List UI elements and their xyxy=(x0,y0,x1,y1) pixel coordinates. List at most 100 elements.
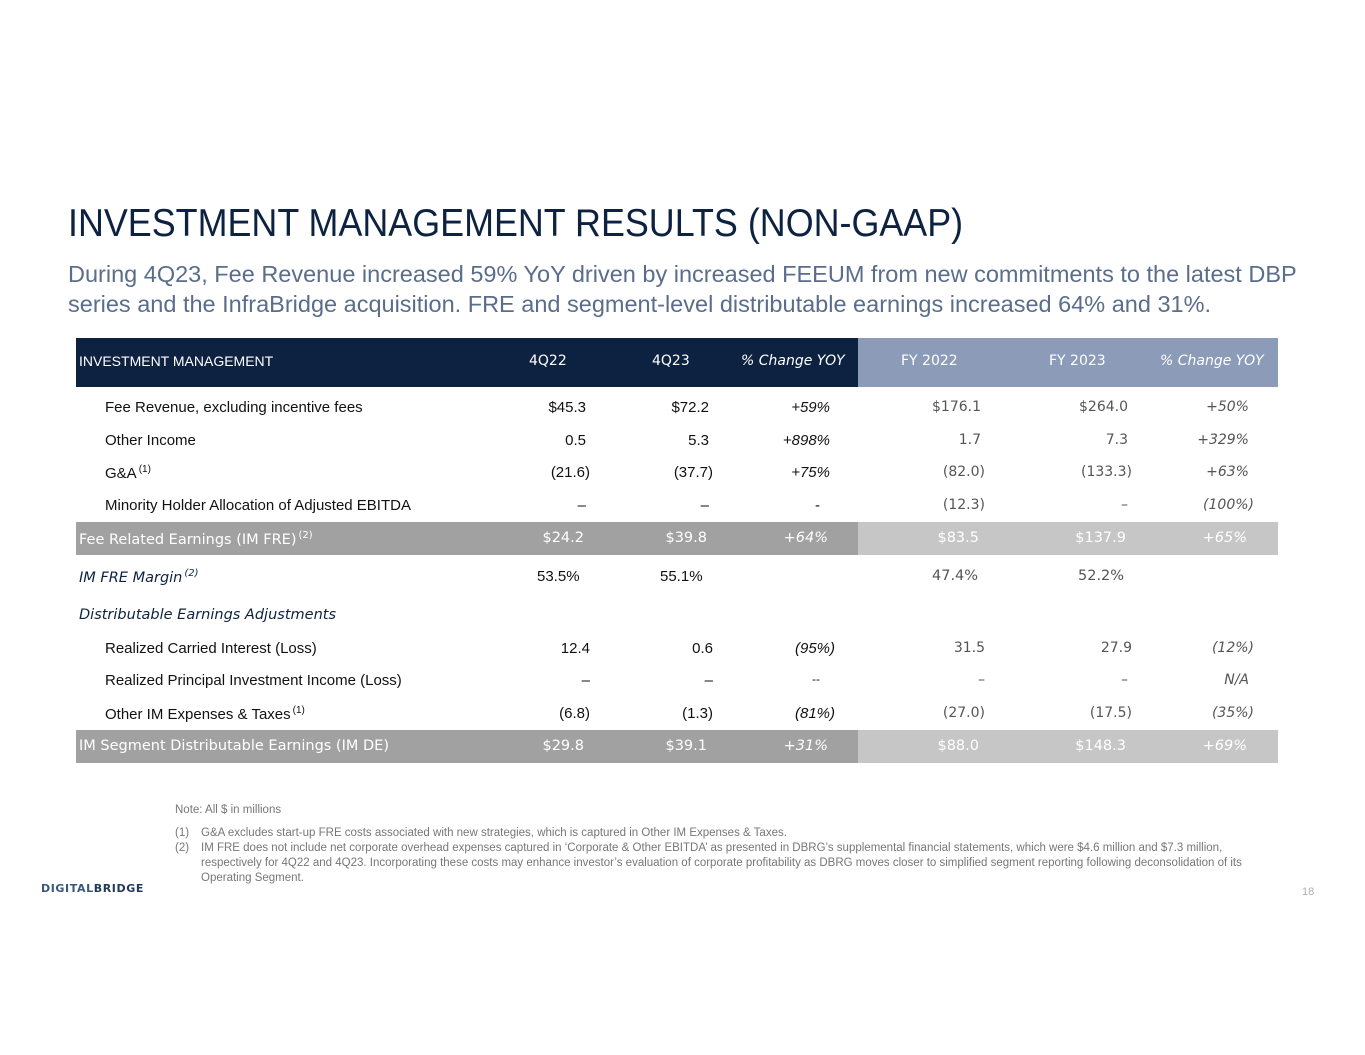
row-4q23: (1.3) xyxy=(682,705,713,722)
header-label: INVESTMENT MANAGEMENT xyxy=(79,353,274,369)
footnote-ref: (2) xyxy=(184,568,199,579)
row-fy2022: $88.0 xyxy=(937,738,979,754)
row-4q22: $24.2 xyxy=(542,530,584,546)
row-4q22: 53.5% xyxy=(537,568,580,585)
table-row: Realized Principal Investment Income (Lo… xyxy=(76,665,1278,697)
logo-part-2: BRIDGE xyxy=(93,882,144,895)
page-title: INVESTMENT MANAGEMENT RESULTS (NON-GAAP) xyxy=(68,202,964,245)
header-quarter-band xyxy=(76,338,858,387)
row-4q23: $72.2 xyxy=(671,399,709,416)
row-4q23: 0.6 xyxy=(692,640,713,657)
row-q-change: +75% xyxy=(791,464,830,481)
row-fy2022: 47.4% xyxy=(932,568,979,584)
footnote-1: (1) G&A excludes start-up FRE costs asso… xyxy=(175,826,1255,841)
row-label: Fee Related Earnings (IM FRE) (2) xyxy=(79,530,313,548)
row-4q22: – xyxy=(581,672,590,689)
row-q-change: (81%) xyxy=(794,705,835,722)
section-heading: Distributable Earnings Adjustments xyxy=(76,600,1278,632)
row-fy2023: – xyxy=(1121,497,1128,513)
row-label: Other Income xyxy=(105,432,196,449)
row-fy-change: N/A xyxy=(1224,672,1249,688)
page-subtitle: During 4Q23, Fee Revenue increased 59% Y… xyxy=(68,261,1297,317)
footnote-number: (1) xyxy=(175,827,190,839)
row-4q23: 55.1% xyxy=(660,568,703,585)
row-label: G&A (1) xyxy=(105,464,151,482)
row-label: IM Segment Distributable Earnings (IM DE… xyxy=(79,738,389,754)
row-label-text: Other IM Expenses & Taxes xyxy=(105,706,291,723)
row-fy2022: (12.3) xyxy=(942,497,985,513)
row-label: Fee Revenue, excluding incentive fees xyxy=(105,399,363,416)
footnote-text: G&A excludes start-up FRE costs associat… xyxy=(201,827,787,839)
row-label: Minority Holder Allocation of Adjusted E… xyxy=(105,497,411,514)
de-quarter-band xyxy=(76,730,858,763)
row-4q23: $39.8 xyxy=(665,530,707,546)
footnotes: Note: All $ in millions (1) G&A excludes… xyxy=(175,803,1255,886)
row-fy2022: 31.5 xyxy=(953,640,985,656)
row-label: Other IM Expenses & Taxes (1) xyxy=(105,705,305,723)
row-q-change: +898% xyxy=(782,432,830,449)
row-q-change: +31% xyxy=(783,738,828,754)
row-4q22: 0.5 xyxy=(565,432,586,449)
row-4q23: $39.1 xyxy=(665,738,707,754)
row-fy-change: (35%) xyxy=(1211,705,1254,721)
row-q-change: -- xyxy=(812,672,820,686)
row-fy2023: 52.2% xyxy=(1078,568,1125,584)
row-4q23: (37.7) xyxy=(673,464,713,481)
row-fy2023: $137.9 xyxy=(1075,530,1126,546)
row-fy2022: – xyxy=(978,672,985,688)
row-4q22: $45.3 xyxy=(548,399,586,416)
row-fy-change: +329% xyxy=(1197,432,1249,448)
footnote-2: (2) IM FRE does not include net corporat… xyxy=(175,841,1255,886)
row-fy-change: (12%) xyxy=(1211,640,1254,656)
row-fy2022: 1.7 xyxy=(958,432,981,448)
table-header: INVESTMENT MANAGEMENT 4Q22 4Q23 % Change… xyxy=(76,338,1278,387)
row-fy-change: +50% xyxy=(1206,399,1249,415)
row-4q22: (6.8) xyxy=(559,705,590,722)
row-label: Realized Carried Interest (Loss) xyxy=(105,640,317,657)
table-row: Other IM Expenses & Taxes (1) (6.8) (1.3)… xyxy=(76,698,1278,730)
row-4q22: 12.4 xyxy=(560,640,590,657)
digitalbridge-logo: DIGITALBRIDGE xyxy=(41,882,144,895)
de-fy-band xyxy=(858,730,1278,763)
row-label-text: Fee Related Earnings (IM FRE) xyxy=(79,532,297,548)
row-label: Realized Principal Investment Income (Lo… xyxy=(105,672,402,689)
row-4q23: 5.3 xyxy=(688,432,709,449)
table-row: Minority Holder Allocation of Adjusted E… xyxy=(76,490,1278,522)
header-fy-band xyxy=(858,338,1278,387)
fre-margin-row: IM FRE Margin (2) 53.5% 55.1% 47.4% 52.2% xyxy=(76,561,1278,593)
row-4q23: – xyxy=(700,497,709,514)
row-fy2022: (82.0) xyxy=(942,464,985,480)
footnote-number: (2) xyxy=(175,842,190,854)
row-label: IM FRE Margin (2) xyxy=(79,568,199,586)
row-fy2023: (133.3) xyxy=(1080,464,1132,480)
footnote-ref: (2) xyxy=(298,530,313,541)
header-q-change: % Change YOY xyxy=(741,353,845,369)
page-number: 18 xyxy=(1302,886,1315,898)
row-4q22: (21.6) xyxy=(550,464,590,481)
de-total-row: IM Segment Distributable Earnings (IM DE… xyxy=(76,730,1278,763)
row-fy2022: (27.0) xyxy=(942,705,985,721)
row-fy-change: +63% xyxy=(1206,464,1249,480)
row-q-change: +64% xyxy=(783,530,828,546)
row-fy2023: $148.3 xyxy=(1075,738,1126,754)
row-fy2022: $83.5 xyxy=(937,530,979,546)
row-fy-change: +69% xyxy=(1202,738,1247,754)
table-row: G&A (1) (21.6) (37.7) +75% (82.0) (133.3)… xyxy=(76,457,1278,489)
section-heading-text: Distributable Earnings Adjustments xyxy=(79,607,336,623)
row-q-change: +59% xyxy=(791,399,830,416)
row-4q22: – xyxy=(577,497,586,514)
fre-quarter-band xyxy=(76,522,858,555)
row-fy-change: +65% xyxy=(1202,530,1247,546)
table-row: Other Income 0.5 5.3 +898% 1.7 7.3 +329% xyxy=(76,425,1278,457)
row-fy2023: 27.9 xyxy=(1100,640,1132,656)
row-fy2023: – xyxy=(1121,672,1128,688)
header-4q23: 4Q23 xyxy=(652,353,690,369)
row-label-text: G&A xyxy=(105,465,137,482)
header-fy2023: FY 2023 xyxy=(1049,353,1106,369)
row-fy2023: (17.5) xyxy=(1089,705,1132,721)
row-fy2023: 7.3 xyxy=(1105,432,1128,448)
row-fy-change: (100%) xyxy=(1203,497,1254,513)
row-label-text: IM FRE Margin xyxy=(79,570,183,586)
header-4q22: 4Q22 xyxy=(529,353,567,369)
logo-part-1: DIGITAL xyxy=(41,882,94,895)
